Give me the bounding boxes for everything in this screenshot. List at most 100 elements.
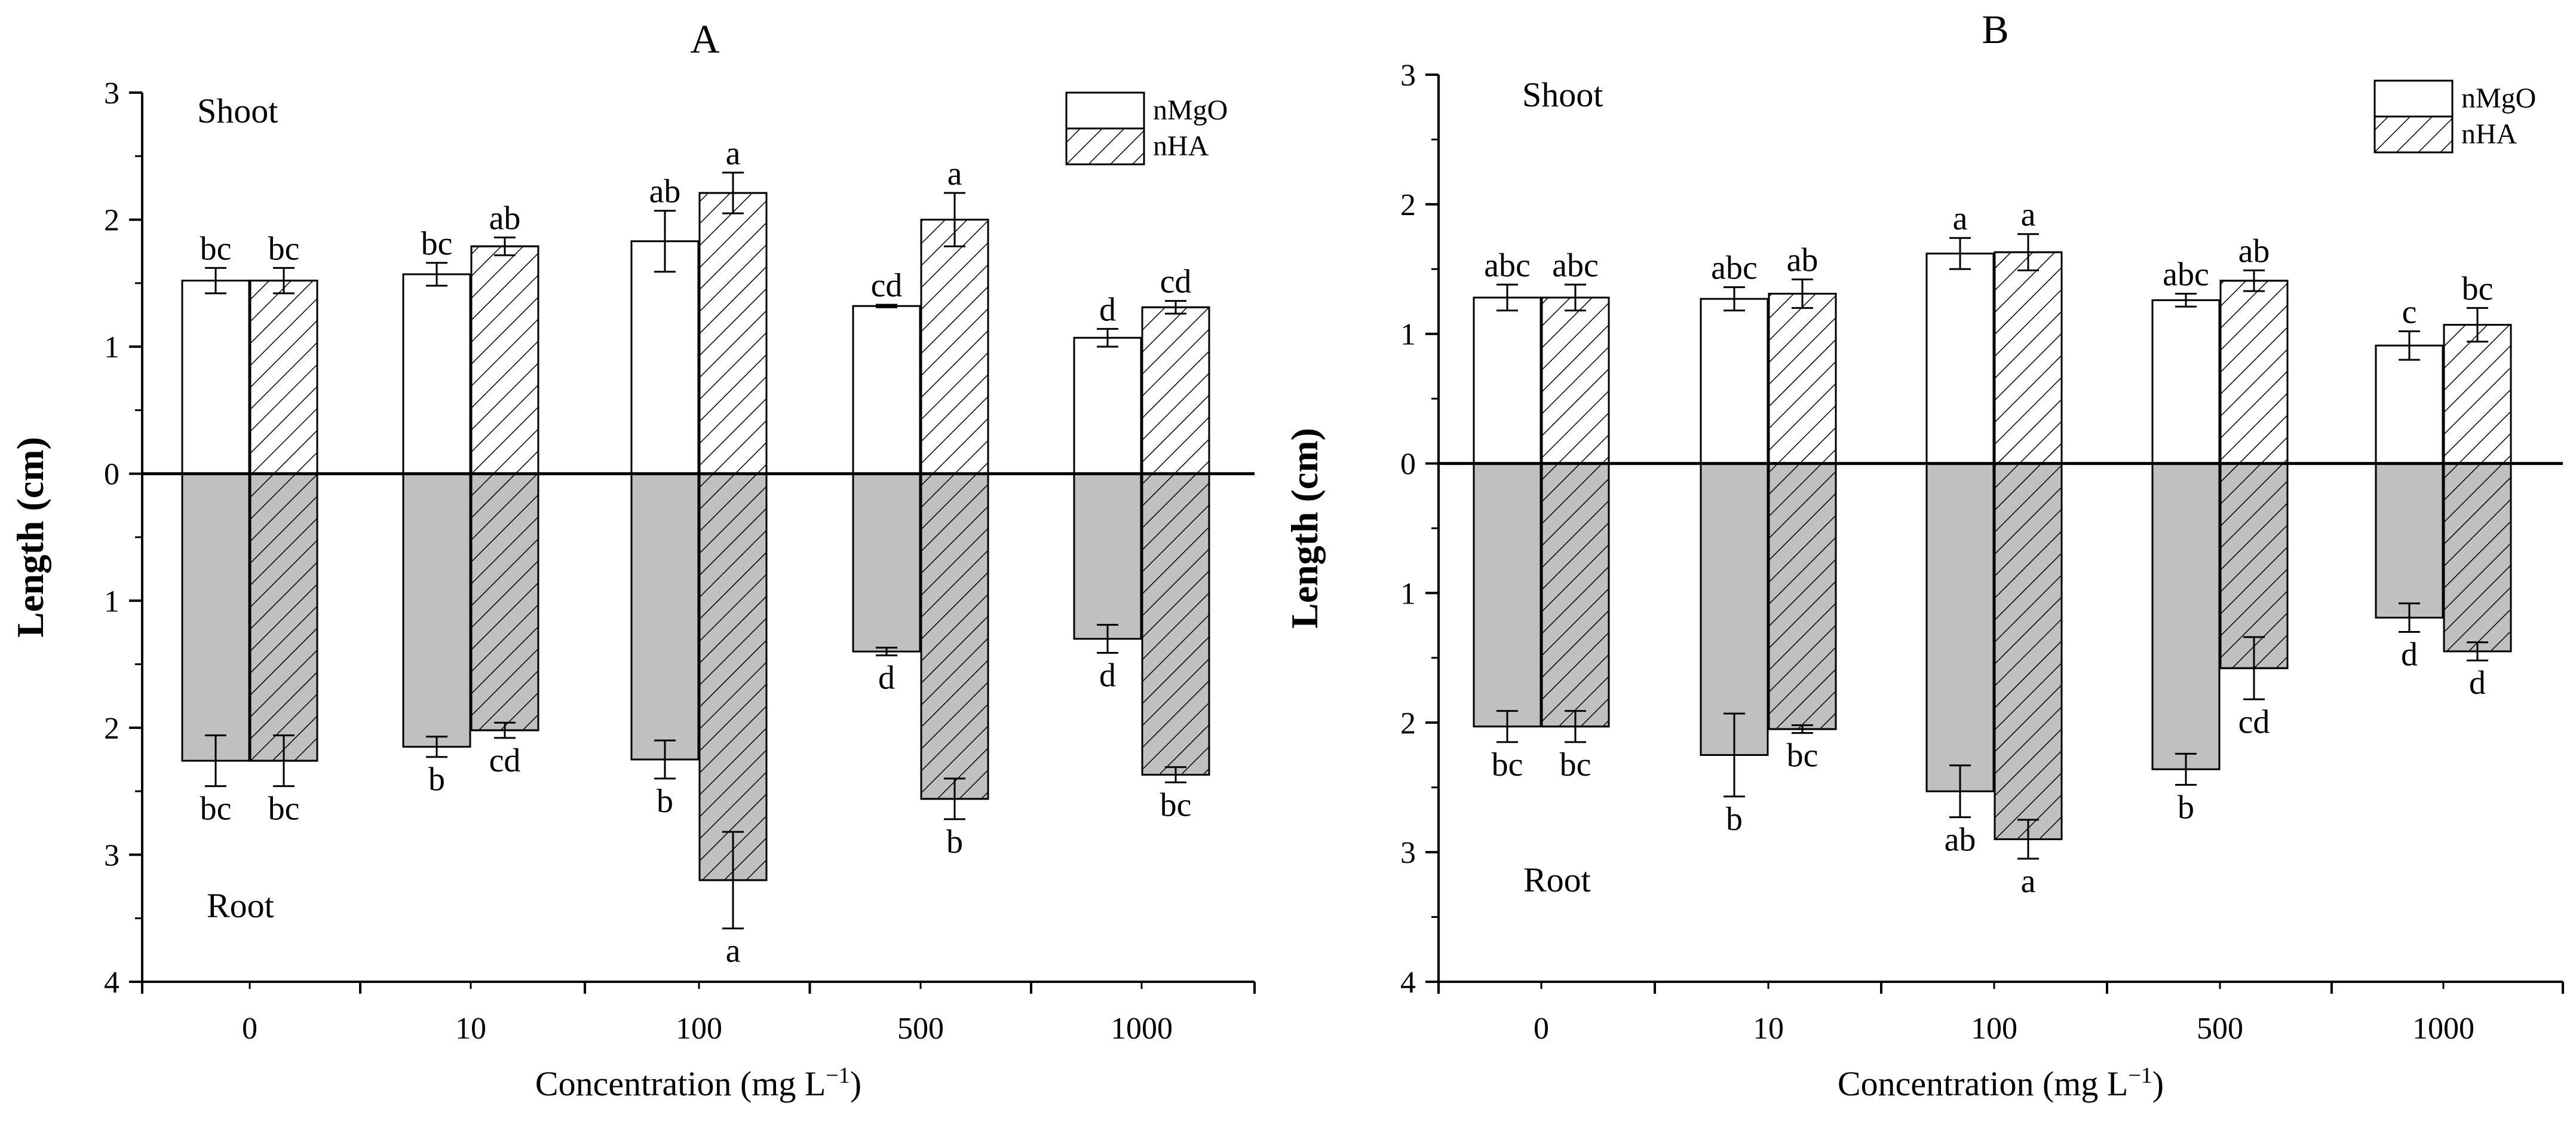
x-tick-label: 100 xyxy=(1971,1012,2017,1046)
shoot-bar-hatch xyxy=(1768,292,1837,465)
shoot-bar xyxy=(1700,298,1769,465)
y-tick-label: 2 xyxy=(1400,188,1416,222)
significance-label: b xyxy=(1726,801,1743,838)
significance-label: a xyxy=(2021,197,2036,234)
y-tick-label: 1 xyxy=(1400,577,1416,611)
legend-label-nmgo: nMgO xyxy=(1153,94,1228,126)
root-bar xyxy=(1473,463,1542,728)
root-bar-hatch xyxy=(1994,463,2063,840)
root-bar xyxy=(1700,463,1769,756)
significance-label: b xyxy=(657,783,673,820)
legend-swatch-nha xyxy=(1065,127,1145,166)
significance-label: bc xyxy=(200,230,232,267)
shoot-bar xyxy=(402,273,471,475)
significance-label: a xyxy=(947,155,962,192)
shoot-bar xyxy=(1925,252,1995,465)
y-tick-label: 4 xyxy=(1400,966,1416,1000)
x-axis-label: Concentration (mg L−1) xyxy=(535,1063,861,1103)
root-bar-hatch xyxy=(1541,463,1610,728)
legend-swatch-nmgo xyxy=(2373,79,2454,118)
shoot-bar-hatch xyxy=(2219,280,2289,465)
legend-label-nha: nHA xyxy=(2461,118,2517,150)
root-bar xyxy=(1073,473,1142,640)
x-tick-label: 0 xyxy=(242,1012,257,1046)
root-bar-hatch xyxy=(1768,463,1837,730)
y-tick-label: 2 xyxy=(104,204,119,238)
x-axis-label: Concentration (mg L−1) xyxy=(1838,1063,2164,1103)
shoot-label: Shoot xyxy=(197,91,278,130)
root-label: Root xyxy=(1523,860,1591,899)
x-tick-label: 10 xyxy=(1753,1012,1784,1046)
y-tick-label: 1 xyxy=(1400,318,1416,352)
significance-label: abc xyxy=(1484,247,1531,284)
x-tick-label: 1000 xyxy=(2412,1012,2474,1046)
shoot-bar-hatch xyxy=(1994,251,2063,465)
significance-label: ab xyxy=(1945,822,1976,859)
significance-label: d xyxy=(878,660,895,697)
significance-label: d xyxy=(1099,657,1116,694)
x-tick-label: 100 xyxy=(676,1012,722,1046)
significance-label: cd xyxy=(2238,703,2270,740)
significance-label: bc xyxy=(2462,270,2494,307)
significance-label: d xyxy=(2401,636,2418,673)
significance-label: a xyxy=(2021,863,2036,900)
shoot-bar-hatch xyxy=(698,192,768,475)
shoot-bar xyxy=(1073,336,1142,475)
significance-label: bc xyxy=(268,230,300,267)
root-bar xyxy=(2151,463,2221,770)
y-tick-label: 1 xyxy=(104,584,119,618)
root-bar-hatch xyxy=(470,473,539,731)
legend-label-nmgo: nMgO xyxy=(2461,82,2536,114)
significance-label: bc xyxy=(268,791,300,828)
shoot-bar xyxy=(630,240,700,475)
significance-label: c xyxy=(2402,293,2417,330)
shoot-bar xyxy=(852,305,921,475)
x-tick-label: 10 xyxy=(455,1012,486,1046)
significance-label: ab xyxy=(649,173,681,210)
y-tick-label: 3 xyxy=(1400,836,1416,870)
root-bar-hatch xyxy=(1141,473,1210,776)
shoot-bar-hatch xyxy=(249,280,318,475)
significance-label: ab xyxy=(489,200,521,237)
y-tick-label: 3 xyxy=(1400,59,1416,93)
significance-label: bc xyxy=(1160,786,1192,823)
shoot-bar-hatch xyxy=(2443,324,2512,465)
significance-label: a xyxy=(726,933,741,970)
significance-label: ab xyxy=(1787,242,1818,279)
y-tick-label: 0 xyxy=(104,458,119,492)
significance-label: cd xyxy=(1160,264,1192,301)
significance-label: bc xyxy=(1560,746,1591,783)
significance-label: bc xyxy=(1492,746,1523,783)
y-tick-label: 2 xyxy=(104,712,119,746)
y-tick-label: 2 xyxy=(1400,706,1416,740)
root-bar-hatch xyxy=(698,473,768,881)
significance-label: abc xyxy=(1552,247,1599,284)
y-tick-label: 3 xyxy=(104,76,119,111)
root-bar-hatch xyxy=(2443,463,2512,653)
root-bar xyxy=(402,473,471,748)
legend-swatch-nmgo xyxy=(1065,91,1145,130)
shoot-bar-hatch xyxy=(470,245,539,475)
legend-swatch-nha xyxy=(2373,115,2454,154)
shoot-bar xyxy=(181,280,250,475)
y-axis-label: Length (cm) xyxy=(1283,428,1326,629)
y-axis-label: Length (cm) xyxy=(9,437,51,638)
y-tick-label: 3 xyxy=(104,838,119,872)
shoot-bar xyxy=(1473,296,1542,465)
shoot-bar-hatch xyxy=(1141,306,1210,475)
significance-label: abc xyxy=(1711,250,1758,287)
legend-label-nha: nHA xyxy=(1153,130,1209,162)
root-bar-hatch xyxy=(920,473,989,800)
x-tick-label: 500 xyxy=(2197,1012,2243,1046)
shoot-label: Shoot xyxy=(1522,75,1603,114)
x-tick-label: 500 xyxy=(897,1012,944,1046)
significance-label: a xyxy=(726,135,741,172)
significance-label: bc xyxy=(1787,737,1818,774)
root-bar xyxy=(181,473,250,762)
significance-label: d xyxy=(2469,664,2486,702)
significance-label: bc xyxy=(421,225,453,262)
x-tick-label: 0 xyxy=(1534,1012,1549,1046)
panel-title: A xyxy=(690,16,719,62)
